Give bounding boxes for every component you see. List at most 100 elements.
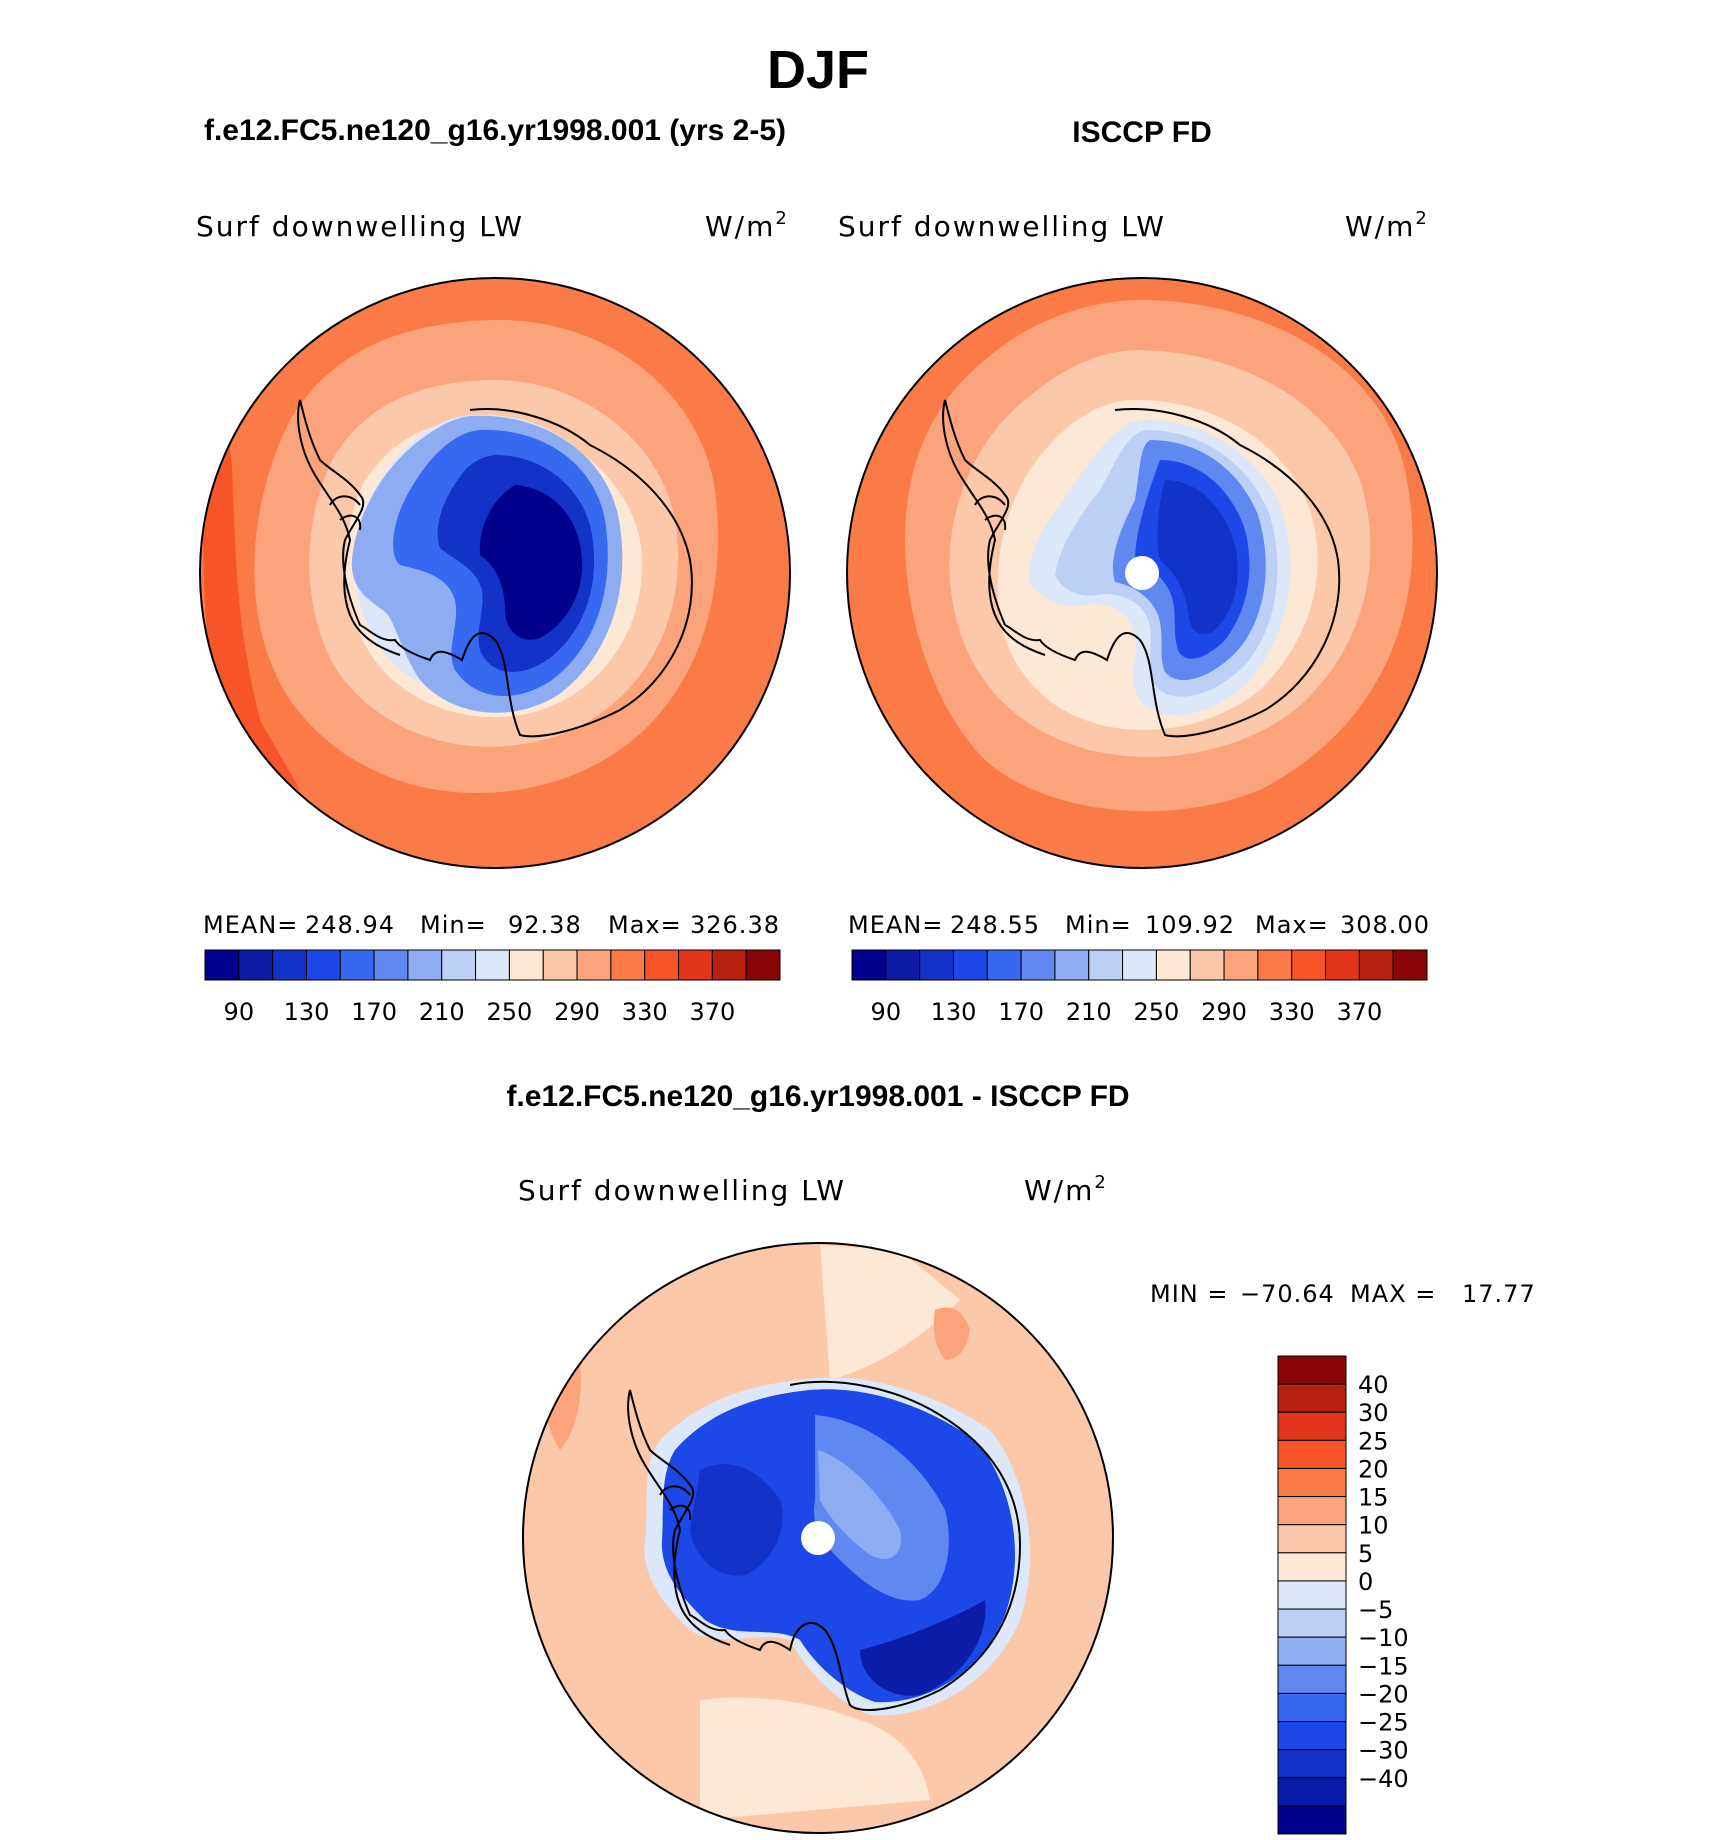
coastline-model [297,399,693,738]
colorbar-swatch [1277,1355,1347,1385]
colorbar-tick-label: 25 [1358,1427,1389,1455]
contour-band-model [479,485,583,640]
colorbar-tick-label: 330 [622,998,668,1026]
colorbar-tick-label: 40 [1358,1371,1389,1399]
variable-label-diff: Surf downwelling LW [518,1174,846,1207]
colorbar-swatch [1277,1467,1347,1498]
stat-mean-label-obs: MEAN= [848,911,943,939]
coastline-model [329,495,362,531]
units-label-obs: W/m2 [1345,208,1429,243]
colorbar-swatch [1277,1383,1347,1413]
colorbar-swatch [1277,1580,1347,1610]
colorbar-swatch [1020,949,1056,981]
colorbar-tick-label: −40 [1358,1765,1409,1793]
map-border-obs [846,277,1438,869]
contour-band-diff [690,1464,783,1576]
colorbar-swatch [1277,1496,1347,1526]
contour-band-diff [700,1697,930,1820]
colorbar-tick-label: 330 [1269,998,1315,1026]
contour-band-diff [860,1600,986,1696]
colorbar-swatch [745,949,781,981]
colorbar-swatch [678,949,713,981]
colorbar-swatch [1257,949,1293,981]
colorbar-swatch [1088,949,1124,981]
colorbar-tick-label: 20 [1358,1455,1389,1483]
map-panel-model: Surf downwelling LW W/m2 MEAN= 248.94 Mi… [196,208,791,1026]
colorbar-swatch [1277,1608,1347,1638]
colorbar-swatch [1358,949,1394,981]
colorbar-tick-label: 0 [1358,1568,1373,1596]
colorbar-tick-label: 30 [1358,1399,1389,1427]
colorbar-swatch [272,949,307,981]
colorbar-tick-label: −20 [1358,1680,1409,1708]
stat-min-label-model: Min= [420,911,487,939]
variable-label-model: Surf downwelling LW [196,210,524,243]
contour-band-diff [818,1450,901,1559]
colorbar-swatch [576,949,612,981]
colorbar-tick-label: 290 [1201,998,1247,1026]
colorbar-swatch [475,949,510,981]
stat-max-label-model: Max= [608,911,682,939]
stat-max-value-obs: 308.00 [1340,911,1430,939]
colorbar-tick-label: 250 [487,998,533,1026]
stat-min-label-obs: Min= [1065,911,1132,939]
colorbar-tick-label: 90 [224,998,255,1026]
colorbar-tick-label: 170 [351,998,397,1026]
colorbar-swatch [1277,1439,1347,1469]
colorbar-tick-label: −10 [1358,1624,1409,1652]
colorbar-swatch [1277,1777,1347,1807]
colorbar-swatch [952,949,988,981]
colorbar-swatch [711,949,747,981]
map-border-diff [522,1242,1114,1834]
contour-band-diff [820,1245,960,1380]
colorbar-tick-label: 10 [1358,1512,1389,1540]
colorbar-swatch [1155,949,1191,981]
colorbar-tick-label: 210 [419,998,465,1026]
colorbar-swatch [238,949,274,981]
colorbar-swatch [204,949,240,981]
colorbar-swatch [508,949,544,981]
stat-max-value-model: 326.38 [690,911,780,939]
colorbar-tick-label: 130 [284,998,330,1026]
colorbar-swatch [1122,949,1157,981]
colorbar-swatch [1277,1721,1347,1751]
pole-mask-obs [1125,556,1159,590]
colorbar-swatch [1325,949,1360,981]
colorbar-tick-label: 170 [998,998,1044,1026]
units-label-diff: W/m2 [1024,1172,1108,1207]
colorbar-swatch [1277,1636,1347,1666]
pole-mask-diff [801,1521,835,1555]
colorbar-swatch [1054,949,1090,981]
colorbar-tick-label: 370 [1336,998,1382,1026]
colorbar-swatch [373,949,409,981]
stat-min-value-model: 92.38 [508,911,582,939]
colorbar-swatch [1277,1749,1347,1779]
colorbar-obs: 90 130 170 210 250 290 330 370 [851,949,1428,1026]
colorbar-tick-label: −25 [1358,1709,1409,1737]
colorbar-tick-label: 90 [871,998,902,1026]
coastline-diff [659,1485,692,1521]
colorbar-swatch [644,949,680,981]
colorbar-tick-label: 290 [554,998,600,1026]
colorbar-swatch [919,949,954,981]
stat-mean-value-model: 248.94 [305,911,395,939]
colorbar-swatch [1277,1692,1347,1723]
stat-mean-label-model: MEAN= [203,911,298,939]
stat-min-value-diff: −70.64 [1240,1280,1335,1308]
colorbar-swatch [441,949,477,981]
stat-max-label-obs: Max= [1255,911,1329,939]
colorbar-swatch [851,949,887,981]
stat-min-value-obs: 109.92 [1145,911,1235,939]
colorbar-tick-label: −30 [1358,1737,1409,1765]
coastline-diff [627,1380,1022,1711]
colorbar-swatch [1189,949,1225,981]
variable-label-obs: Surf downwelling LW [838,210,1166,243]
coastline-obs [942,399,1341,738]
units-label-model: W/m2 [705,208,789,243]
colorbar-swatch [610,949,646,981]
colorbar-swatch [1291,949,1327,981]
colorbar-swatch [1277,1411,1347,1441]
contour-band-diff [933,1307,970,1360]
colorbar-tick-label: 250 [1134,998,1180,1026]
